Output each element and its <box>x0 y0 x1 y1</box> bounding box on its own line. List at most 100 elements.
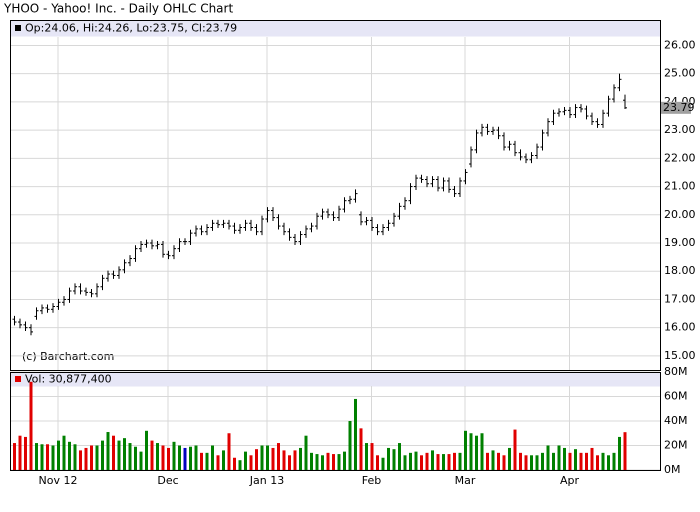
volume-bar <box>414 451 418 470</box>
volume-bar <box>35 443 38 470</box>
volume-bar <box>464 430 467 470</box>
volume-bar <box>546 445 550 470</box>
volume-bar <box>332 454 335 470</box>
marks <box>12 73 627 470</box>
chart-title: YHOO - Yahoo! Inc. - Daily OHLC Chart <box>3 2 233 16</box>
volume-bar <box>282 450 286 470</box>
volume-bar <box>508 447 511 470</box>
x-tick-label: Nov 12 <box>39 474 78 487</box>
volume-bar <box>95 445 99 470</box>
grid <box>10 37 660 471</box>
y-tick-label: 25.00 <box>664 67 696 80</box>
y-tick-label: 16.00 <box>664 321 696 334</box>
volume-bar <box>79 450 82 470</box>
volume-bar <box>447 454 451 470</box>
volume-bar <box>244 451 247 470</box>
volume-legend-bar <box>10 372 661 387</box>
volume-bar <box>128 443 132 470</box>
volume-bar <box>117 440 121 470</box>
volume-bar <box>293 450 297 470</box>
volume-bar <box>183 447 187 470</box>
legend-swatch <box>15 25 21 31</box>
volume-bar <box>612 452 616 470</box>
volume-bar <box>161 445 165 470</box>
volume-bar <box>557 445 561 470</box>
x-tick-label: Feb <box>362 474 381 487</box>
volume-bar <box>68 441 71 470</box>
x-tick-label: Apr <box>560 474 580 487</box>
last-price-label: 23.79 <box>663 101 695 114</box>
volume-bar <box>618 436 621 470</box>
volume-bar <box>90 445 93 470</box>
volume-bar <box>601 452 605 470</box>
volume-bar <box>392 449 396 470</box>
legend-text: Op:24.06, Hi:24.26, Lo:23.75, Cl:23.79 <box>25 22 237 35</box>
volume-bar <box>442 454 445 470</box>
y-tick-label: 22.00 <box>664 151 696 164</box>
volume-bar <box>486 452 489 470</box>
volume-bar <box>150 440 154 470</box>
volume-bar <box>563 447 566 470</box>
volume-bar <box>51 445 55 470</box>
y2-tick-label: 0M <box>664 463 681 476</box>
volume-bar <box>453 452 456 470</box>
volume-bar <box>288 455 291 470</box>
volume-bar <box>431 450 434 470</box>
volume-bar <box>409 452 412 470</box>
y-tick-label: 26.00 <box>664 38 696 51</box>
x-tick-label: Dec <box>157 474 178 487</box>
y-tick-label: 23.00 <box>664 123 696 136</box>
volume-bar <box>491 450 495 470</box>
volume-bar <box>574 449 577 470</box>
volume-bar <box>277 443 280 470</box>
x-tick-label: Jan 13 <box>249 474 284 487</box>
volume-bar <box>513 429 517 470</box>
volume-bar <box>519 452 522 470</box>
volume-bar <box>156 443 159 470</box>
x-tick-label: Mar <box>455 474 476 487</box>
y2-tick-label: 40M <box>664 414 688 427</box>
volume-bar <box>475 435 478 470</box>
volume-bar <box>189 446 192 470</box>
volume-legend-text: Vol: 30,877,400 <box>25 373 112 386</box>
volume-bar <box>29 381 33 470</box>
volume-bar <box>233 457 236 470</box>
volume-bar <box>216 455 220 470</box>
volume-bar <box>24 436 27 470</box>
y-tick-label: 20.00 <box>664 208 696 221</box>
volume-bar <box>541 452 544 470</box>
volume-bar <box>106 432 110 470</box>
volume-bar <box>497 452 500 470</box>
volume-bar <box>458 452 462 470</box>
volume-bar <box>18 435 22 470</box>
volume-bar <box>585 452 588 470</box>
volume-bar <box>62 435 66 470</box>
volume-bar <box>436 454 440 470</box>
volume-bar <box>139 451 143 470</box>
volume-bar <box>40 444 44 470</box>
volume-bar <box>579 452 583 470</box>
volume-bar <box>535 455 539 470</box>
y2-tick-label: 20M <box>664 439 688 452</box>
volume-bar <box>607 455 610 470</box>
volume-bar <box>343 451 346 470</box>
volume-bar <box>266 445 269 470</box>
volume-bar <box>260 445 264 470</box>
y-tick-label: 17.00 <box>664 292 696 305</box>
volume-bar <box>381 457 385 470</box>
price-frame <box>10 20 661 371</box>
volume-bar <box>370 443 374 470</box>
y-tick-label: 19.00 <box>664 236 696 249</box>
volume-bar <box>73 444 77 470</box>
volume-bar <box>205 452 209 470</box>
volume-bar <box>222 450 225 470</box>
volume-bar <box>387 447 390 470</box>
volume-bar <box>112 435 115 470</box>
volume-bar <box>321 455 324 470</box>
volume-bar <box>13 443 16 470</box>
volume-bar <box>596 455 599 470</box>
volume-bar <box>200 452 203 470</box>
volume-bar <box>524 455 528 470</box>
